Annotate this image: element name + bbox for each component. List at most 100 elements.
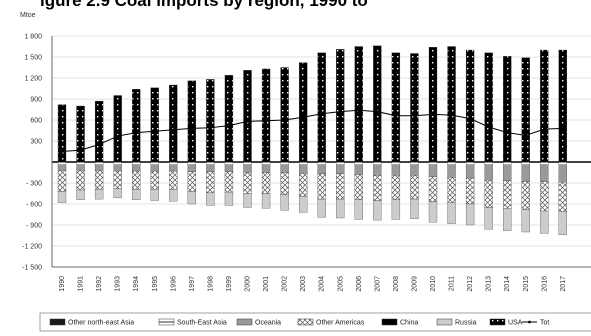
line-point (320, 112, 323, 115)
bar-segment (317, 173, 326, 200)
bar-segment (503, 180, 512, 209)
y-tick-label: 300 (30, 139, 42, 146)
bar-segment (280, 67, 289, 163)
bar-segment (298, 161, 308, 165)
line-point (524, 134, 527, 137)
bar-segment (540, 49, 549, 163)
bar-segment (484, 161, 493, 165)
bar-segment (521, 161, 530, 165)
bar-segment (280, 164, 289, 173)
bar-segment (206, 164, 215, 172)
bar-segment (558, 49, 567, 163)
bar-segment (280, 172, 289, 196)
x-tick-label: 2004 (319, 276, 326, 292)
bar-segment (113, 164, 122, 172)
x-tick-label: 1991 (78, 276, 85, 292)
bar-segment (261, 193, 271, 209)
chart-title: igure 2.9 Coal imports by region, 1990 t… (40, 0, 368, 10)
line-point (301, 116, 305, 119)
bar-segment (503, 164, 512, 182)
x-tick-label: 1995 (152, 276, 159, 292)
bar-segment (243, 161, 252, 165)
line-point (283, 118, 286, 122)
legend-label: Tot (540, 320, 549, 327)
bar-segment (354, 199, 363, 220)
bar-segment (447, 177, 456, 203)
bar-segment (503, 161, 512, 165)
bar-segment (373, 164, 382, 176)
bar-segment (76, 164, 85, 171)
line-point (190, 127, 194, 130)
bar-segment (410, 53, 419, 163)
bar-segment (336, 164, 345, 175)
unit-label: Mtoe (20, 12, 36, 19)
bar-segment (169, 164, 178, 172)
bar-segment (132, 161, 141, 165)
x-tick-label: 2015 (523, 276, 530, 292)
x-tick-label: 2002 (282, 276, 289, 292)
legend: Other north-east Asia South-East Asia Ocea… (39, 312, 591, 332)
bar-segment (484, 207, 493, 230)
bar-segment (94, 189, 104, 200)
x-tick-label: 2010 (430, 276, 437, 292)
bar-segment (428, 201, 438, 223)
line-point (431, 113, 435, 116)
bar-segment (132, 164, 141, 172)
bar-segment (428, 164, 438, 177)
bar-segment (243, 70, 252, 163)
x-tick-label: 1998 (207, 276, 214, 292)
bar-segment (206, 171, 215, 193)
bar-segment (187, 80, 197, 163)
legend-swatch (436, 318, 453, 326)
bar-segment (521, 164, 530, 182)
bar-segment (447, 46, 456, 163)
bar-segment (336, 49, 345, 163)
x-tick-label: 2008 (393, 276, 400, 292)
bar-segment (410, 198, 419, 219)
bar-segment (224, 171, 234, 193)
bar-segment (391, 175, 401, 200)
legend-box (39, 312, 591, 332)
bar-segment (317, 52, 326, 163)
x-tick-label: 2000 (245, 276, 252, 292)
bar-segment (521, 209, 530, 233)
bar-segment (298, 164, 308, 174)
x-tick-label: 2011 (449, 276, 456, 291)
line-point (506, 131, 509, 134)
bar-segment (484, 52, 493, 163)
bar-segment (169, 161, 178, 165)
bar-segment (169, 189, 178, 202)
bar-segment (410, 164, 419, 176)
legend-swatch (49, 318, 66, 326)
bar-segment (558, 182, 567, 212)
bar-segment (76, 170, 85, 191)
bar-segment (484, 180, 493, 208)
x-tick-label: 2016 (541, 276, 548, 292)
bar-segment (261, 161, 271, 165)
x-tick-label: 1994 (133, 276, 140, 292)
bars (57, 45, 567, 235)
bar-segment (113, 188, 122, 198)
line-point (561, 127, 565, 130)
bar-segment (243, 164, 252, 173)
y-tick-label: -1 500 (22, 265, 42, 272)
bar-segment (187, 161, 197, 165)
bar-segment (447, 161, 456, 165)
bar-segment (465, 161, 475, 165)
bar-segment (169, 170, 178, 190)
bar-segment (317, 198, 326, 218)
line-point (376, 110, 379, 113)
bar-segment (280, 194, 289, 211)
bar-segment (410, 175, 419, 200)
bar-segment (558, 161, 567, 165)
bar-segment (354, 174, 363, 200)
bar-segment (150, 161, 159, 165)
line-point (209, 126, 212, 129)
bar-segment (261, 68, 271, 163)
bar-segment (132, 89, 141, 163)
bar-segment (57, 104, 67, 163)
bar-segment (391, 161, 401, 165)
bar-segment (224, 161, 234, 165)
x-tick-label: 1997 (189, 276, 196, 292)
